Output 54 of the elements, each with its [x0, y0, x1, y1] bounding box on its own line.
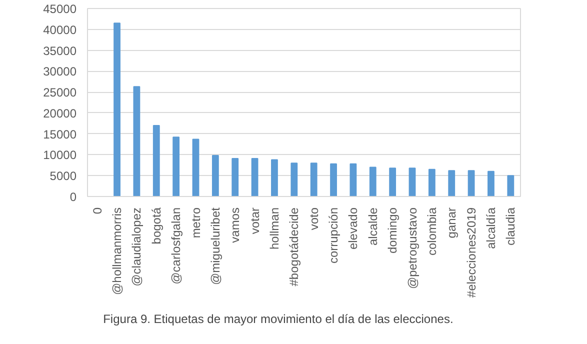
x-tick-label: hollman — [267, 207, 282, 250]
y-tick-label: 10000 — [43, 148, 77, 162]
y-tick-label: 40000 — [43, 22, 77, 37]
bar — [468, 170, 475, 196]
bar — [448, 170, 456, 196]
bar — [251, 158, 258, 196]
bar — [389, 168, 396, 196]
y-tick-label: 0 — [70, 190, 77, 204]
bar — [192, 138, 200, 196]
x-tick-label: voto — [306, 207, 321, 230]
bar — [310, 162, 318, 196]
bar — [408, 168, 416, 196]
bar — [428, 168, 436, 196]
x-tick-label: corrupción — [326, 207, 341, 264]
bar — [507, 175, 514, 196]
y-tick-label: 5000 — [50, 169, 77, 184]
x-tick-label: metro — [188, 207, 203, 238]
x-tick-label: #bogotádecide — [287, 207, 302, 286]
x-tick-label: @carlosfgalan — [169, 207, 184, 284]
bar — [212, 155, 219, 196]
bar — [369, 166, 376, 196]
x-tick-label: @claudialopez — [130, 207, 144, 286]
y-tick-label: 25000 — [43, 86, 77, 100]
x-tick-label: elevado — [346, 207, 360, 250]
bar — [290, 162, 298, 196]
y-tick-label: 45000 — [43, 2, 77, 16]
x-tick-label: bogotá — [149, 207, 164, 244]
text: Figura 9. Etiquetas de mayor movimiento el día de las elecciones. — [103, 312, 454, 326]
x-tick-label: #elecciones2019 — [464, 207, 478, 298]
x-tick-label: vamos — [228, 208, 242, 243]
y-tick-label: 15000 — [43, 127, 77, 142]
x-tick-label: claudia — [504, 207, 518, 246]
bar — [271, 159, 278, 196]
bar — [133, 86, 140, 196]
y-tick-label: 30000 — [43, 64, 77, 79]
x-tick-label: colombia — [424, 207, 439, 256]
x-tick-label: ganar — [444, 207, 459, 238]
bar — [152, 124, 160, 196]
x-tick-label: votar — [248, 207, 262, 234]
bar — [114, 22, 120, 196]
y-tick-label: 35000 — [43, 44, 77, 58]
x-tick-label: @hollmanmorris — [110, 207, 124, 296]
x-tick-label: alcaldía — [484, 207, 498, 249]
x-tick-label: alcalde — [366, 207, 380, 246]
bar — [172, 136, 180, 196]
bar — [488, 170, 494, 196]
bar — [330, 163, 337, 196]
bar — [350, 163, 357, 196]
bar — [232, 158, 239, 196]
x-tick-label: domingo — [386, 207, 400, 254]
x-tick-label: 0 — [90, 207, 104, 214]
x-tick-label: @migueluribet — [208, 206, 222, 286]
x-tick-label: @petrogustavo — [405, 207, 420, 290]
y-tick-label: 20000 — [43, 106, 77, 120]
